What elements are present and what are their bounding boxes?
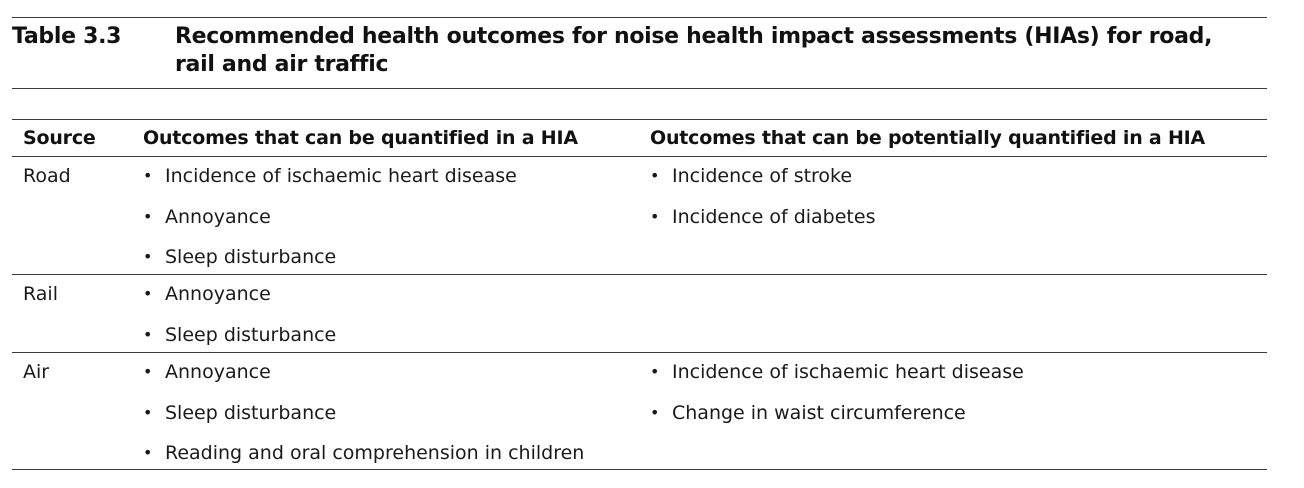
caption-top-rule <box>12 17 1267 18</box>
list-item: • Incidence of ischaemic heart disease <box>143 163 517 204</box>
bullet-icon: • <box>143 166 153 185</box>
outcome-text: Incidence of diabetes <box>672 205 876 228</box>
bullet-icon: • <box>143 284 153 303</box>
row-divider <box>12 274 1267 275</box>
bullet-icon: • <box>143 247 153 266</box>
quantified-outcomes-list: • Annoyance • Sleep disturbance <box>143 281 336 362</box>
list-item: • Annoyance <box>143 359 584 400</box>
bullet-icon: • <box>650 402 660 422</box>
header-quantified: Outcomes that can be quantified in a HIA <box>143 127 578 149</box>
row-source-label: Rail <box>23 283 58 305</box>
caption-bottom-rule <box>12 88 1267 89</box>
bullet-icon: • <box>143 324 153 344</box>
outcome-text: Sleep disturbance <box>165 401 337 424</box>
potential-outcomes-list: • Incidence of ischaemic heart disease • C… <box>650 359 1024 440</box>
bullet-icon: • <box>650 362 660 381</box>
bullet-icon: • <box>650 166 660 185</box>
list-item: • Incidence of stroke <box>650 163 875 204</box>
row-divider <box>12 352 1267 353</box>
outcome-text: Annoyance <box>165 361 271 383</box>
outcome-text: Annoyance <box>165 283 271 305</box>
header-potential: Outcomes that can be potentially quantif… <box>650 127 1206 149</box>
list-item: • Incidence of diabetes <box>650 204 875 245</box>
list-item: • Annoyance <box>143 204 517 245</box>
list-item: • Sleep disturbance <box>143 244 517 285</box>
document-page: Table 3.3 Recommended health outcomes fo… <box>12 0 1267 488</box>
list-item: • Reading and oral comprehension in child… <box>143 440 584 481</box>
table-top-rule <box>12 119 1267 120</box>
table-caption-title: Recommended health outcomes for noise he… <box>175 24 1213 77</box>
row-source-label: Road <box>23 165 71 187</box>
table-bottom-rule <box>12 469 1267 470</box>
quantified-outcomes-list: • Incidence of ischaemic heart disease • A… <box>143 163 517 285</box>
list-item: • Sleep disturbance <box>143 322 336 363</box>
outcome-text: Incidence of stroke <box>672 165 853 187</box>
outcome-text: Reading and oral comprehension in childr… <box>165 442 585 464</box>
list-item: • Incidence of ischaemic heart disease <box>650 359 1024 400</box>
outcome-text: Annoyance <box>165 205 271 228</box>
outcome-text: Incidence of ischaemic heart disease <box>672 361 1024 383</box>
row-source-label: Air <box>23 361 50 383</box>
quantified-outcomes-list: • Annoyance • Sleep disturbance • Reading a… <box>143 359 584 481</box>
table-caption-label: Table 3.3 <box>12 24 122 49</box>
bullet-icon: • <box>143 443 153 462</box>
outcome-text: Incidence of ischaemic heart disease <box>165 165 517 187</box>
potential-outcomes-list: • Incidence of stroke • Incidence of diabe… <box>650 163 875 244</box>
outcome-text: Sleep disturbance <box>165 246 337 268</box>
header-bottom-rule <box>12 156 1267 157</box>
list-item: • Annoyance <box>143 281 336 322</box>
outcome-text: Change in waist circumference <box>672 401 966 424</box>
list-item: • Sleep disturbance <box>143 400 584 441</box>
header-source: Source <box>23 127 96 149</box>
bullet-icon: • <box>650 206 660 226</box>
bullet-icon: • <box>143 362 153 381</box>
outcome-text: Sleep disturbance <box>165 323 337 346</box>
bullet-icon: • <box>143 402 153 422</box>
list-item: • Change in waist circumference <box>650 400 1024 441</box>
bullet-icon: • <box>143 206 153 226</box>
